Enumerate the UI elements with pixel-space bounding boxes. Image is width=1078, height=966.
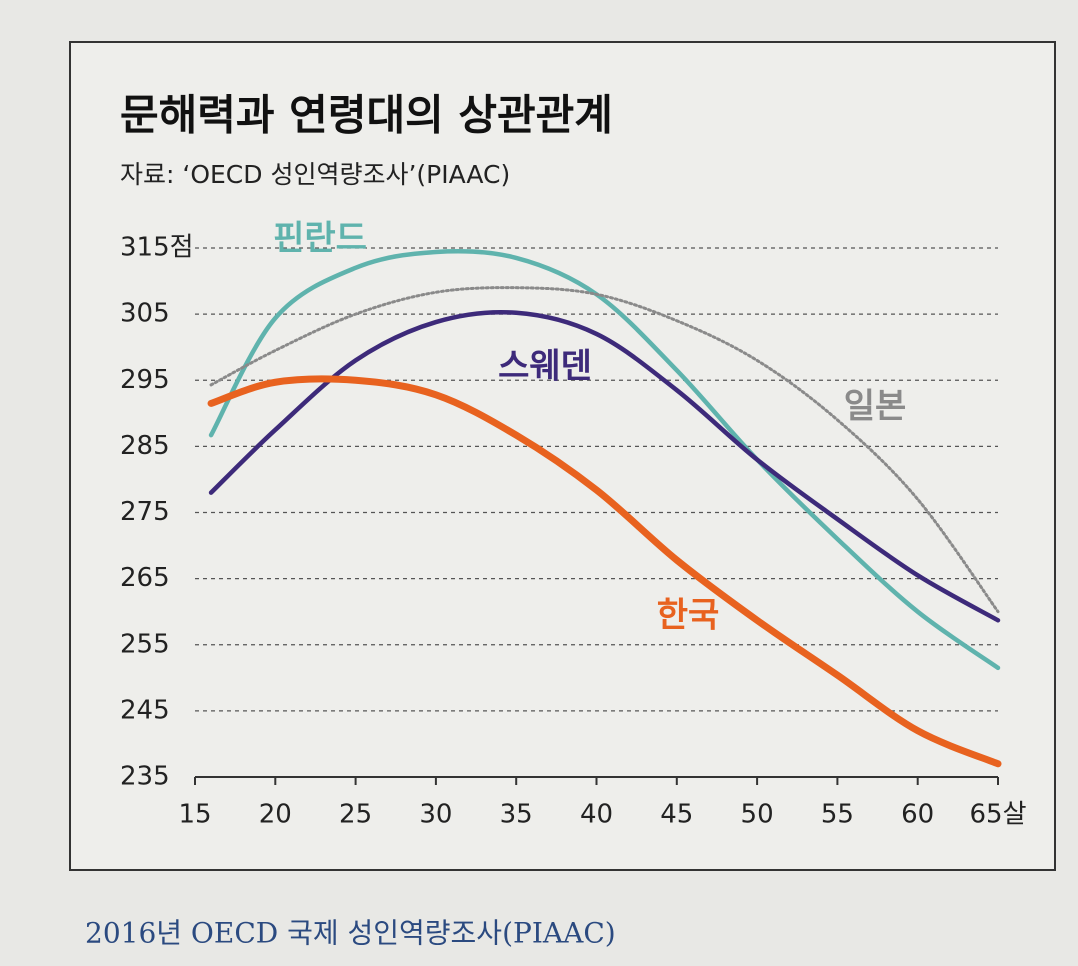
series-label: 한국	[657, 596, 720, 636]
chart-frame	[69, 41, 1056, 871]
y-tick-label: 255	[120, 629, 170, 659]
series-label: 스웨덴	[498, 347, 592, 387]
x-tick-label: 20	[259, 800, 292, 830]
chart-title: 문해력과 연령대의 상관관계	[120, 91, 613, 140]
series-line	[207, 375, 1002, 768]
chart-subtitle: 자료: ‘OECD 성인역량조사’(PIAAC)	[120, 160, 510, 189]
y-tick-label: 275	[120, 497, 170, 527]
caption: 2016년 OECD 국제 성인역량조사(PIAAC)	[85, 917, 616, 950]
x-tick-label: 25	[339, 800, 372, 830]
y-tick-label: 235	[120, 762, 170, 792]
y-tick-label: 295	[120, 365, 170, 395]
x-tick-label: 35	[500, 800, 533, 830]
x-tick-label: 30	[419, 800, 452, 830]
series-label: 일본	[844, 387, 907, 427]
x-tick-label: 40	[580, 800, 613, 830]
x-tick-label: 60	[901, 800, 934, 830]
y-tick-label: 285	[120, 431, 170, 461]
series-line	[209, 286, 1000, 614]
series-label: 핀란드	[273, 219, 367, 259]
x-tick-label: 50	[741, 800, 774, 830]
x-tick-label: 55	[821, 800, 854, 830]
x-tick-label: 45	[660, 800, 693, 830]
x-tick-label: 65살	[969, 800, 1026, 830]
x-tick-label: 15	[178, 800, 211, 830]
y-tick-label: 305	[120, 299, 170, 329]
y-tick-label: 265	[120, 563, 170, 593]
y-tick-label: 315점	[120, 233, 194, 263]
y-tick-label: 245	[120, 695, 170, 725]
